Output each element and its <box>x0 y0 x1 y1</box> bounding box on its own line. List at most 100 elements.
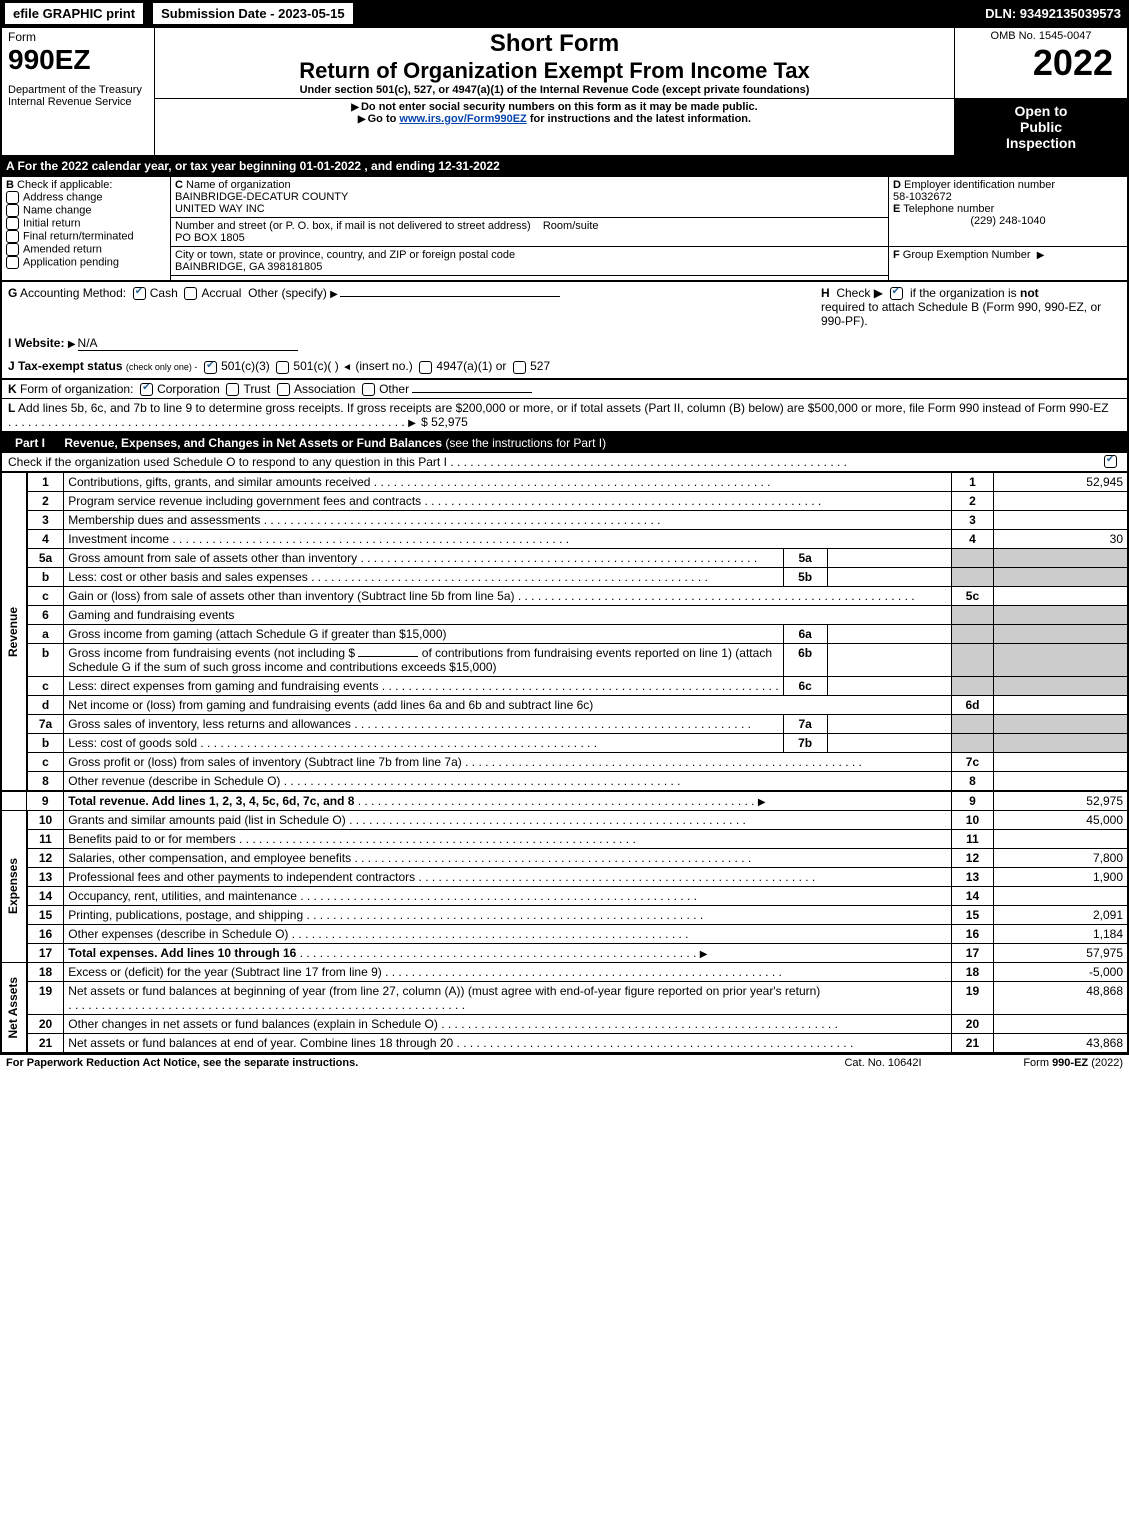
part-i-header: Part I Revenue, Expenses, and Changes in… <box>0 433 1129 453</box>
section-i: I Website: N/A <box>0 332 1129 355</box>
label-other-org: Other <box>379 382 409 396</box>
label-initial-return: Initial return <box>23 217 80 229</box>
amt-num: 7c <box>952 752 994 771</box>
part-i-check-text: Check if the organization used Schedule … <box>8 455 447 469</box>
label-4947: 4947(a)(1) or <box>436 359 506 373</box>
line-18-desc: Excess or (deficit) for the year (Subtra… <box>68 965 381 979</box>
checkbox-accrual[interactable] <box>184 287 197 300</box>
checkbox-association[interactable] <box>277 383 290 396</box>
mini-num-6b: 6b <box>783 643 827 676</box>
checkbox-name-change[interactable] <box>6 204 19 217</box>
line-5b-desc: Less: cost or other basis and sales expe… <box>68 570 307 584</box>
checkbox-527[interactable] <box>513 361 526 374</box>
checkbox-h[interactable] <box>890 287 903 300</box>
form-word: Form <box>8 30 148 44</box>
line-1-amount: 52,945 <box>993 472 1128 492</box>
section-f-label: F <box>893 249 900 261</box>
paperwork-notice: For Paperwork Reduction Act Notice, see … <box>6 1057 803 1069</box>
line-9-desc: Total revenue. Add lines 1, 2, 3, 4, 5c,… <box>68 794 354 808</box>
irs-link[interactable]: www.irs.gov/Form990EZ <box>399 113 526 125</box>
line-6c-desc: Less: direct expenses from gaming and fu… <box>68 679 378 693</box>
checkbox-amended-return[interactable] <box>6 243 19 256</box>
section-d-label: D <box>893 179 901 191</box>
section-g-h: G Accounting Method: Cash Accrual Other … <box>0 282 1129 332</box>
checkbox-501c3[interactable] <box>204 361 217 374</box>
line-4-desc: Investment income <box>68 532 169 546</box>
arrow-icon <box>700 946 710 960</box>
label-accrual: Accrual <box>201 286 241 300</box>
checkbox-cash[interactable] <box>133 287 146 300</box>
checkbox-4947[interactable] <box>419 361 432 374</box>
efile-print-button[interactable]: efile GRAPHIC print <box>4 2 144 25</box>
line-7a-desc: Gross sales of inventory, less returns a… <box>68 717 351 731</box>
part-i-table: Revenue 1 Contributions, gifts, grants, … <box>0 471 1129 1054</box>
gross-receipts-amount: $ 52,975 <box>421 415 468 429</box>
checkbox-501c[interactable] <box>276 361 289 374</box>
ssn-warning: Do not enter social security numbers on … <box>361 101 758 113</box>
h-text-3: required to attach Schedule B (Form 990,… <box>821 300 1101 328</box>
amt-num: 16 <box>952 924 994 943</box>
amt-num: 17 <box>952 943 994 962</box>
ein-label: Employer identification number <box>904 179 1055 191</box>
section-a-period: A For the 2022 calendar year, or tax yea… <box>0 157 1129 175</box>
org-name-2: UNITED WAY INC <box>175 203 265 215</box>
section-b-label: B <box>6 179 14 191</box>
goto-pre: Go to <box>368 113 400 125</box>
checkbox-corporation[interactable] <box>140 383 153 396</box>
label-final-return: Final return/terminated <box>23 230 134 242</box>
line-3-desc: Membership dues and assessments <box>68 513 260 527</box>
checkbox-address-change[interactable] <box>6 191 19 204</box>
line-20-desc: Other changes in net assets or fund bala… <box>68 1017 438 1031</box>
side-label-net-assets: Net Assets <box>1 962 27 1053</box>
amt-num: 15 <box>952 905 994 924</box>
label-501c: 501(c)( ) <box>293 359 338 373</box>
checkbox-trust[interactable] <box>226 383 239 396</box>
side-label-expenses: Expenses <box>1 810 27 962</box>
section-k-label: K <box>8 382 17 396</box>
checkbox-application-pending[interactable] <box>6 256 19 269</box>
form-title: Return of Organization Exempt From Incom… <box>161 58 948 84</box>
line-15-amount: 2,091 <box>993 905 1128 924</box>
line-17-amount: 57,975 <box>993 943 1128 962</box>
mini-num-6c: 6c <box>783 676 827 695</box>
form-subtitle: Under section 501(c), 527, or 4947(a)(1)… <box>161 84 948 96</box>
line-13-desc: Professional fees and other payments to … <box>68 870 415 884</box>
submission-date: Submission Date - 2023-05-15 <box>152 2 354 25</box>
line-4-amount: 30 <box>993 529 1128 548</box>
line-20-amount <box>993 1014 1128 1033</box>
part-i-check-row: Check if the organization used Schedule … <box>0 453 1129 471</box>
checkbox-other-org[interactable] <box>362 383 375 396</box>
label-address-change: Address change <box>23 191 103 203</box>
line-6d-amount <box>993 695 1128 714</box>
amt-num: 2 <box>952 491 994 510</box>
line-7c-desc: Gross profit or (loss) from sales of inv… <box>68 755 461 769</box>
line-5c-amount <box>993 586 1128 605</box>
city-label: City or town, state or province, country… <box>175 249 515 261</box>
line-9-amount: 52,975 <box>993 791 1128 811</box>
street-value: PO BOX 1805 <box>175 232 245 244</box>
website-label: Website: <box>15 336 65 350</box>
amt-num: 4 <box>952 529 994 548</box>
line-1-desc: Contributions, gifts, grants, and simila… <box>68 475 370 489</box>
form-ref-post: (2022) <box>1088 1057 1123 1069</box>
checkbox-schedule-o[interactable] <box>1104 455 1117 468</box>
line-2-amount <box>993 491 1128 510</box>
checkbox-initial-return[interactable] <box>6 217 19 230</box>
label-trust: Trust <box>243 382 270 396</box>
website-value: N/A <box>78 336 98 350</box>
amt-num: 19 <box>952 981 994 1014</box>
street-label: Number and street (or P. O. box, if mail… <box>175 220 531 232</box>
line-5c-desc: Gain or (loss) from sale of assets other… <box>68 589 514 603</box>
name-of-org-label: Name of organization <box>186 179 291 191</box>
check-if-applicable: Check if applicable: <box>17 179 112 191</box>
arrow-icon <box>408 415 418 429</box>
phone-label: Telephone number <box>903 203 994 215</box>
goto-post: for instructions and the latest informat… <box>527 113 751 125</box>
checkbox-final-return[interactable] <box>6 230 19 243</box>
section-g-label: G <box>8 286 17 300</box>
line-2-desc: Program service revenue including govern… <box>68 494 421 508</box>
group-exemption-label: Group Exemption Number <box>903 249 1031 261</box>
label-association: Association <box>294 382 355 396</box>
line-13-amount: 1,900 <box>993 867 1128 886</box>
part-i-sub: (see the instructions for Part I) <box>445 436 606 450</box>
